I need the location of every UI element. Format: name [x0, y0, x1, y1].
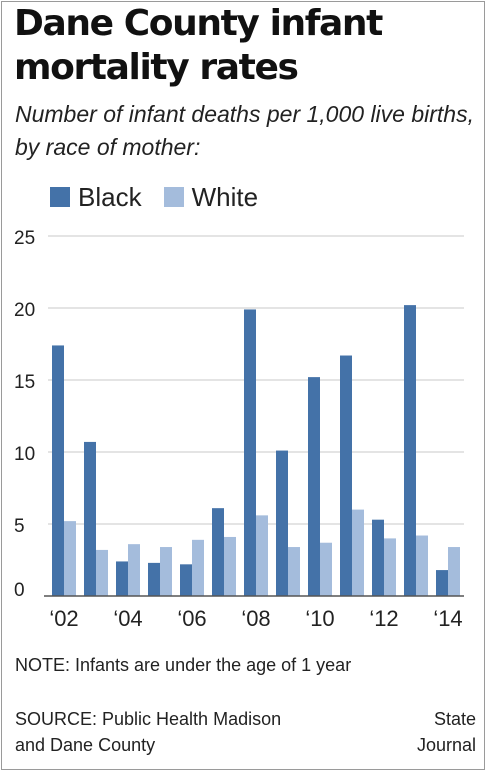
legend-swatch-white	[163, 187, 184, 207]
bar-white-2011	[352, 509, 364, 596]
bar-white-2002	[64, 521, 76, 596]
bar-black-2006	[180, 564, 192, 596]
bar-black-2003	[84, 441, 96, 596]
x-tick-label: ‘02	[49, 606, 78, 631]
publisher-line-1: State	[433, 709, 476, 729]
y-tick-label: 25	[14, 228, 35, 249]
bar-white-2012	[384, 538, 396, 596]
publisher-line-2: Journal	[416, 735, 476, 755]
legend-label-black: Black	[78, 181, 142, 212]
x-tick-label: ‘08	[241, 606, 270, 631]
bar-white-2009	[288, 547, 300, 596]
bar-black-2004	[116, 561, 128, 596]
bar-black-2009	[276, 450, 288, 596]
bar-white-2014	[448, 547, 460, 596]
source-line-2: and Dane County	[15, 735, 156, 755]
bar-black-2014	[436, 570, 448, 596]
footnote: NOTE: Infants are under the age of 1 yea…	[15, 655, 352, 675]
bar-black-2007	[212, 508, 224, 596]
x-tick-label: ‘04	[113, 606, 142, 631]
bar-black-2011	[340, 355, 352, 596]
y-tick-label: 15	[14, 372, 35, 393]
y-tick-label: 5	[14, 516, 25, 537]
bar-white-2006	[192, 539, 204, 596]
bar-black-2010	[308, 377, 320, 596]
bar-white-2010	[320, 542, 332, 596]
bar-white-2003	[96, 549, 108, 596]
x-tick-label: ‘06	[177, 606, 206, 631]
source-credit: SOURCE: Public Health Madison and Dane C…	[15, 706, 345, 758]
bar-white-2008	[256, 515, 268, 596]
y-tick-label: 0	[14, 580, 25, 601]
bar-black-2002	[52, 345, 64, 596]
bar-black-2008	[244, 309, 256, 596]
bar-chart: 0 5 10 15 20 25 ‘02 ‘04 ‘06 ‘08 ‘10 ‘12 ‘14	[14, 228, 464, 631]
bar-black-2005	[148, 562, 160, 596]
bar-white-2004	[128, 544, 140, 596]
x-tick-label: ‘14	[433, 606, 462, 631]
legend-item-black: Black	[50, 182, 142, 213]
legend-item-white: White	[163, 181, 259, 213]
bar-white-2005	[160, 547, 172, 596]
x-tick-label: ‘10	[305, 606, 334, 631]
legend-swatch-black	[50, 187, 70, 207]
y-tick-label: 10	[14, 444, 35, 465]
x-tick-label: ‘12	[369, 606, 398, 631]
page-title: Dane County infant mortality rates	[14, 3, 383, 88]
publisher-credit: State Journal	[376, 706, 476, 758]
legend-label-white: White	[191, 181, 259, 212]
bar-black-2012	[372, 519, 384, 596]
bar-black-2013	[404, 305, 416, 596]
bar-white-2007	[224, 536, 236, 596]
y-tick-label: 20	[14, 300, 35, 321]
legend: Black White	[50, 181, 280, 213]
chart-subtitle: Number of infant deaths per 1,000 live b…	[15, 101, 474, 160]
source-line-1: SOURCE: Public Health Madison	[15, 709, 282, 729]
bar-white-2013	[416, 535, 428, 596]
